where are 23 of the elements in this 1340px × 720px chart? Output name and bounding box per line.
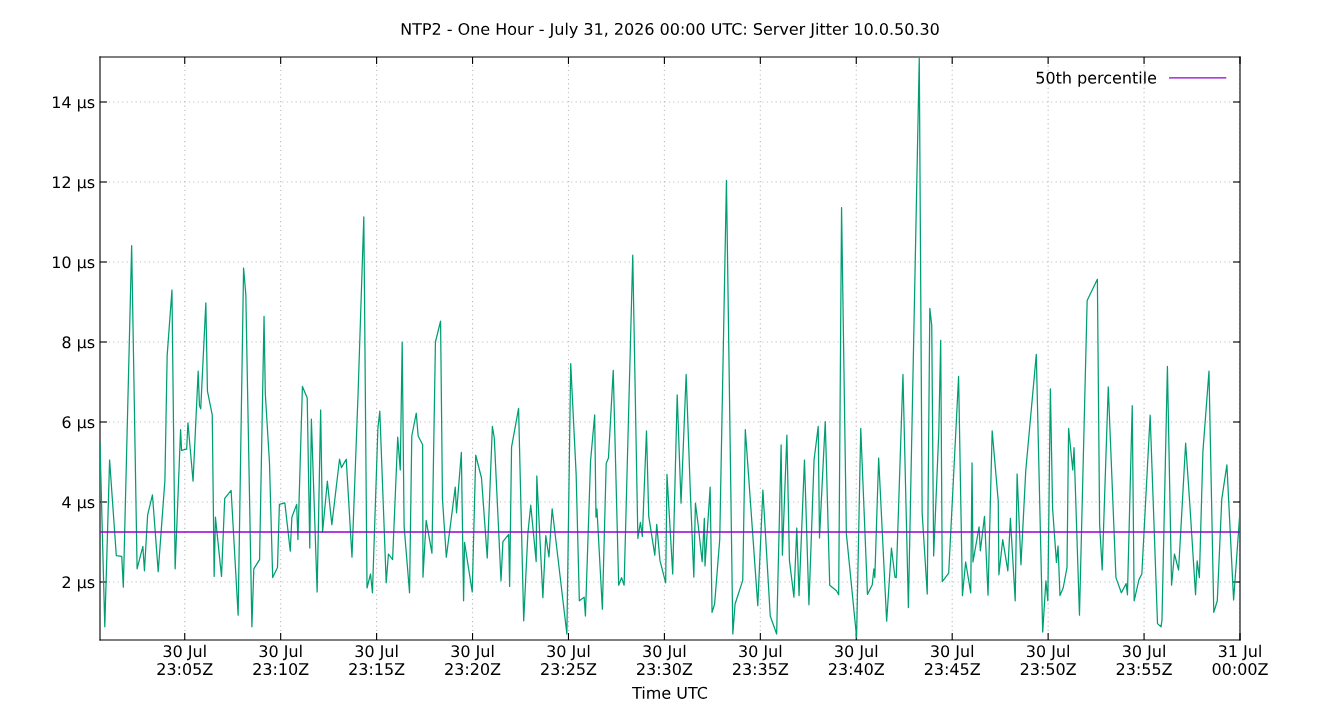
y-tick-label: 4 µs	[62, 496, 95, 512]
y-tick-label: 6 µs	[62, 416, 95, 432]
chart-title: NTP2 - One Hour - July 31, 2026 00:00 UTC: Server Jitter 10.0.50.30	[401, 22, 939, 39]
y-tick-label: 14 µs	[53, 96, 95, 112]
x-tick-label: 30 Jul 23:20Z	[445, 644, 501, 676]
x-tick-label: 30 Jul 23:45Z	[924, 644, 980, 676]
x-tick-label: 30 Jul 23:25Z	[541, 644, 597, 676]
y-tick-label: 12 µs	[53, 176, 95, 192]
y-tick-label: 8 µs	[62, 336, 95, 352]
x-tick-label: 30 Jul 23:10Z	[253, 644, 309, 676]
x-tick-label: 30 Jul 23:55Z	[1116, 644, 1172, 676]
legend-label: 50th percentile	[1036, 71, 1157, 87]
x-tick-label: 30 Jul 23:35Z	[733, 644, 789, 676]
x-tick-label: 30 Jul 23:30Z	[637, 644, 693, 676]
x-tick-label: 30 Jul 23:50Z	[1020, 644, 1076, 676]
x-tick-label: 30 Jul 23:40Z	[828, 644, 885, 676]
y-tick-label: 10 µs	[53, 256, 95, 272]
y-tick-label: 2 µs	[62, 576, 95, 592]
x-tick-label: 30 Jul 23:05Z	[157, 644, 213, 676]
line-series	[100, 57, 1240, 638]
x-axis-title: Time UTC	[632, 686, 708, 699]
x-tick-label: 31 Jul 00:00Z	[1212, 644, 1268, 676]
x-tick-label: 30 Jul 23:15Z	[349, 644, 405, 676]
